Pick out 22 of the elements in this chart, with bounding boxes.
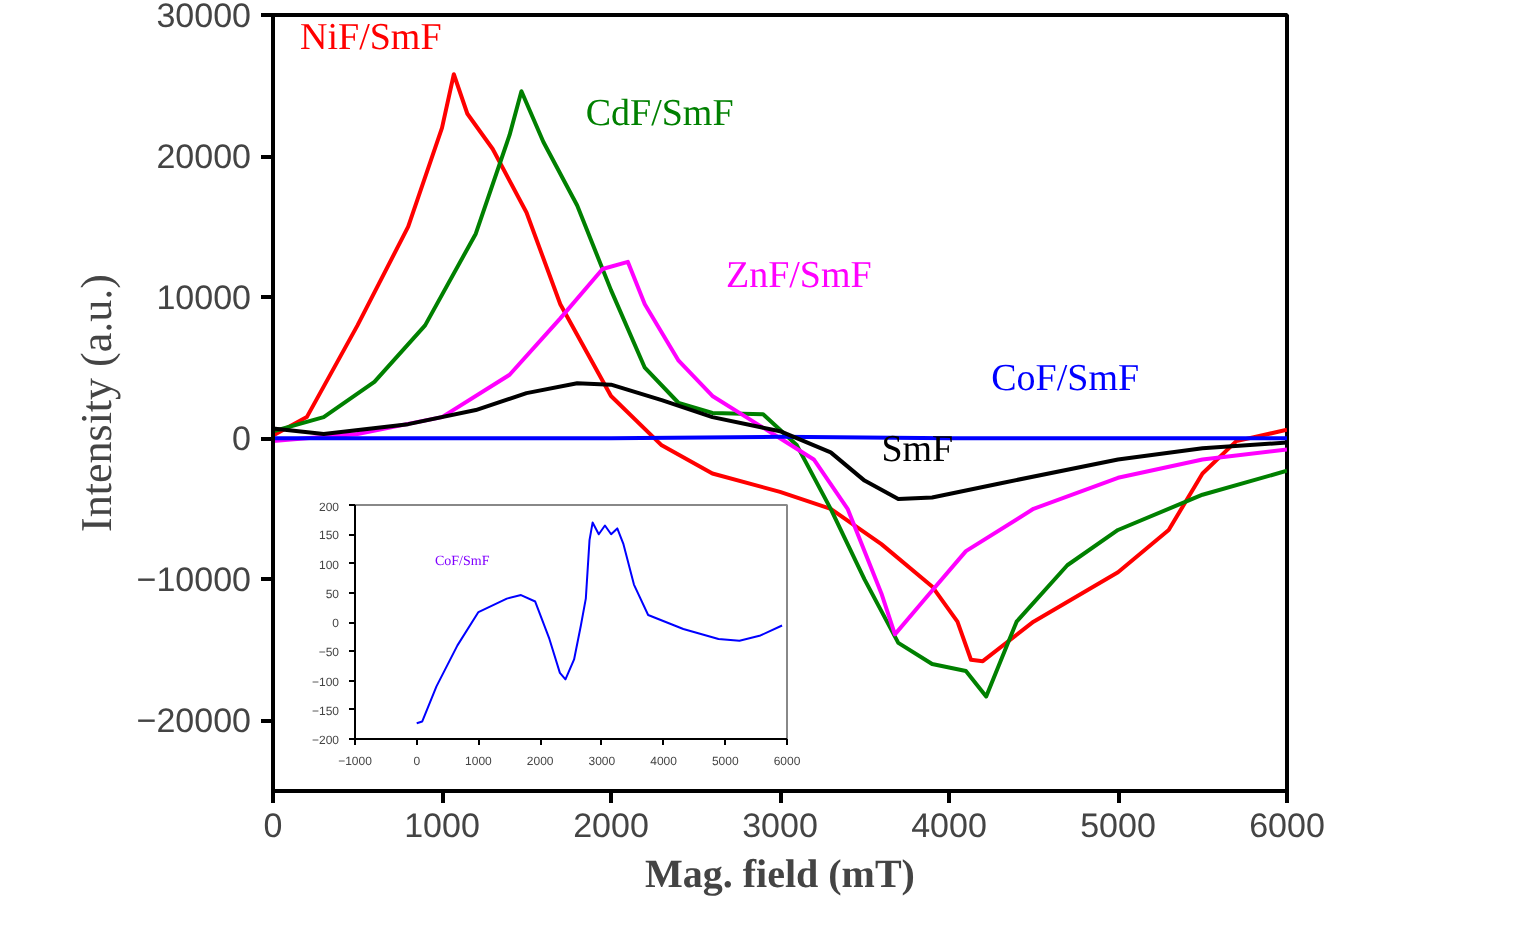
x-tick-label: 1000 (404, 807, 480, 845)
y-tick-label: 10000 (156, 279, 252, 318)
x-tick-label: 0 (263, 807, 283, 845)
y-tick-label: −10000 (136, 561, 251, 600)
line-series (273, 259, 1287, 637)
x-tick-label: 3000 (742, 807, 818, 845)
series-label: CdF/SmF (585, 92, 734, 135)
series-label: SmF (881, 428, 954, 471)
series-label: ZnF/SmF (725, 255, 872, 298)
x-tick-label: 6000 (1249, 807, 1325, 845)
y-tick-label: 30000 (156, 0, 252, 35)
y-axis-title: Intensity (a.u.) (70, 274, 121, 532)
x-tick-label: 4000 (911, 807, 987, 845)
line-series (415, 521, 784, 725)
x-tick-label: 5000 (1080, 807, 1156, 845)
y-tick-label: −20000 (136, 702, 251, 741)
series-label: NiF/SmF (300, 16, 442, 59)
y-tick-label: 0 (232, 420, 252, 459)
x-tick-label: 2000 (573, 807, 649, 845)
series-label: CoF/SmF (991, 358, 1140, 401)
x-axis-title: Mag. field (mT) (645, 853, 915, 897)
y-tick-label: 20000 (156, 138, 252, 177)
